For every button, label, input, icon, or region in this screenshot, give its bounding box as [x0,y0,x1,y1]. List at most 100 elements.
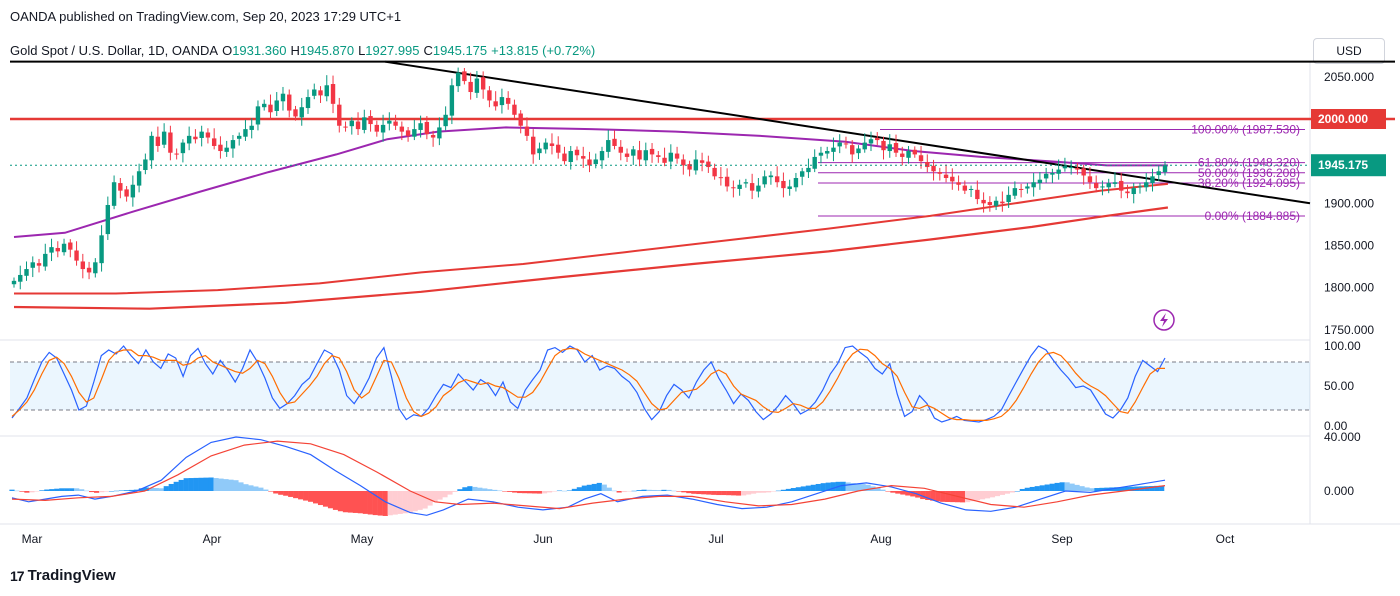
macd-histogram-bar [337,491,344,512]
candle-body [1000,201,1005,204]
last-price-badge-text: 1945.175 [1318,158,1368,172]
macd-histogram-bar [303,491,309,501]
candle-body [1056,169,1061,174]
stoch-tick-label: 0.00 [1324,419,1348,433]
candle-body [274,100,279,111]
macd-histogram-bar [536,491,543,494]
candle-body [574,149,580,156]
currency-button[interactable]: USD [1313,38,1385,64]
macd-histogram-bar [163,486,169,491]
candle-body [643,150,648,161]
candle-body [556,144,561,153]
macd-histogram-bar [895,491,901,494]
candle-body [49,247,54,253]
macd-histogram-bar [626,491,632,492]
macd-histogram-bar [596,482,602,491]
macd-histogram-bar [541,491,548,494]
candle-body [430,135,436,138]
candle-body [562,153,567,162]
candle-body [18,274,23,282]
macd-histogram-bar [1099,487,1105,491]
candle-body [581,156,586,159]
time-axis-label: Apr [203,532,222,546]
candle-body [918,155,924,162]
macd-histogram-bar [770,491,777,492]
time-axis-label: Jun [533,532,552,546]
macd-histogram-bar [556,490,563,492]
candle-body [787,186,792,189]
macd-histogram-bar [1124,486,1130,491]
candle-body [799,171,805,177]
time-axis-label: Sep [1051,532,1073,546]
macd-histogram-bar [477,487,483,491]
candle-body [543,142,548,150]
macd-histogram-bar [890,491,896,493]
candle-body [312,89,317,96]
tradingview-brand[interactable]: 17 TradingView [10,567,116,584]
macd-histogram-bar [1049,483,1055,491]
ma-purple-line [13,126,1168,238]
candle-body [687,164,692,170]
fib-level-label: 50.00% (1936.208) [1198,166,1300,180]
macd-histogram-bar [1094,488,1100,491]
fib-level-label: 38.20% (1924.095) [1198,176,1300,190]
macd-histogram-bar [352,491,359,513]
candle-body [1012,188,1018,196]
candle-body [912,149,917,155]
candle-body [80,261,86,270]
candle-body [1087,176,1093,183]
macd-histogram-bar [312,491,319,504]
candle-body [218,144,223,152]
candle-body [843,143,849,145]
candle-body [712,167,717,177]
macd-histogram-bar [457,489,463,491]
alert-icon[interactable] [1153,309,1175,331]
macd-histogram-bar [785,488,792,491]
tradingview-logo-icon: 17 [10,567,25,584]
candle-body [343,126,348,128]
macd-histogram-bar [24,491,30,493]
macd-histogram-bar [760,491,767,493]
candle-body [493,101,498,107]
macd-histogram-bar [462,487,468,491]
symbol-name[interactable]: Gold Spot / U.S. Dollar, 1D, OANDA [10,42,219,58]
candle-body [393,121,398,126]
time-axis-label: May [351,532,374,546]
macd-histogram-bar [571,488,577,491]
macd-histogram-bar [1054,482,1060,491]
macd-histogram-bar [586,484,592,491]
candle-body [1050,172,1055,175]
macd-histogram-bar [969,491,976,502]
level-price-badge [1311,109,1386,129]
macd-histogram-bar [1044,484,1050,491]
candle-body [656,155,661,157]
macd-histogram-bar [960,491,966,503]
time-axis-label: Aug [870,532,891,546]
macd-histogram-bar [1079,486,1085,491]
candle-body [649,148,655,155]
candle-body [36,263,42,266]
macd-histogram-bar [920,491,926,500]
macd-histogram-bar [606,487,612,491]
candle-body [1068,167,1074,169]
candle-body [480,77,486,90]
macd-histogram-bar [611,490,617,492]
candle-body [943,174,949,179]
candle-body [837,142,842,147]
candle-body [1037,179,1043,184]
macd-histogram-bar [815,483,821,491]
macd-histogram-bar [49,489,55,491]
macd-histogram-bar [1064,482,1070,491]
macd-histogram-bar [288,491,294,497]
macd-histogram-bar [432,491,438,502]
candle-body [624,153,630,157]
macd-histogram-bar [930,491,936,501]
candle-body [743,182,749,184]
candle-body [612,138,617,146]
macd-histogram-bar [118,490,125,491]
macd-histogram-bar [850,483,856,491]
candle-body [86,267,92,273]
macd-histogram-bar [795,487,801,491]
macd-histogram-bar [726,491,732,496]
